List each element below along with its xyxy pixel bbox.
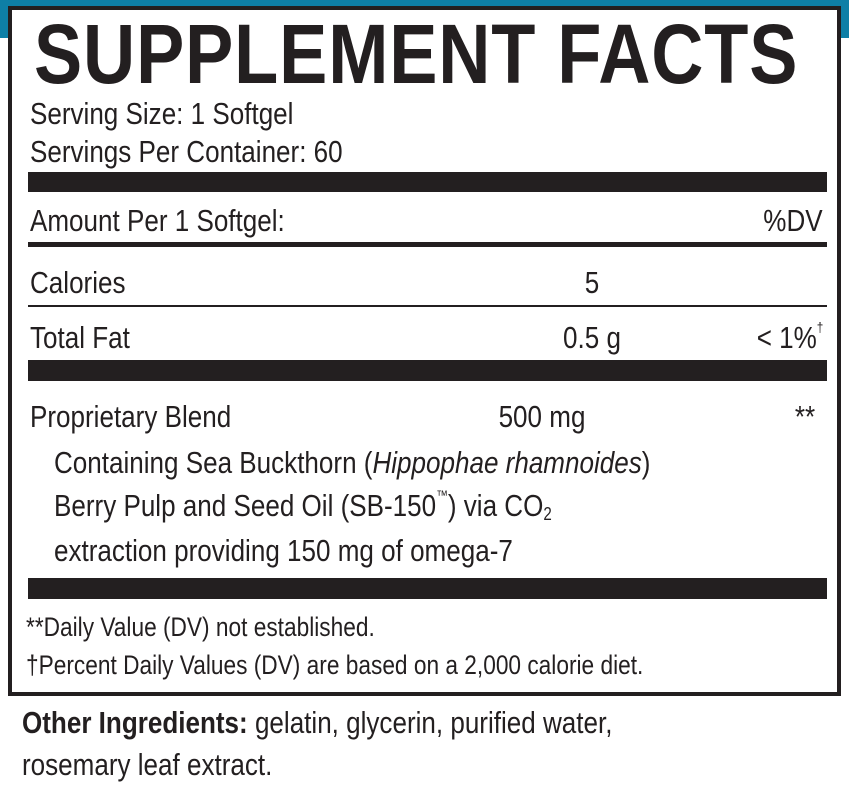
footnote-dv-not-established: **Daily Value (DV) not established. (26, 612, 375, 642)
blend-line-3: extraction providing 150 mg of omega-7 (54, 533, 513, 568)
other-ingredients-line-1: Other Ingredients: gelatin, glycerin, pu… (22, 705, 612, 741)
total-fat-dv-value: < 1% (756, 320, 817, 355)
divider-thick (28, 360, 827, 381)
total-fat-dv: < 1%† (756, 320, 823, 356)
divider-thin (28, 305, 827, 307)
divider-thick (28, 172, 827, 192)
co2-subscript: 2 (543, 504, 552, 524)
divider-medium (28, 242, 827, 247)
blend-line-2-mid: ) via CO (447, 488, 544, 523)
other-ingredients-line-2: rosemary leaf extract. (22, 747, 273, 782)
calories-amount: 5 (584, 265, 600, 300)
amount-per-label: Amount Per 1 Softgel: (30, 203, 285, 238)
calories-label: Calories (30, 265, 126, 300)
blend-line-1-text: Containing Sea Buckthorn ( (54, 445, 373, 480)
botanical-name: Hippophae rhamnoides (372, 445, 642, 480)
blend-line-2-text: Berry Pulp and Seed Oil (SB-150 (54, 488, 437, 523)
total-fat-label: Total Fat (30, 320, 130, 355)
divider-thick (28, 578, 827, 599)
blend-dv: ** (794, 399, 815, 434)
dv-label: %DV (763, 203, 823, 238)
supplement-facts-panel: SUPPLEMENT FACTS Serving Size: 1 Softgel… (8, 6, 841, 696)
servings-per-container: Servings Per Container: 60 (30, 134, 343, 169)
dagger-mark: † (816, 319, 823, 335)
other-ingredients-label: Other Ingredients: (22, 705, 248, 740)
total-fat-amount: 0.5 g (563, 320, 621, 355)
blend-amount: 500 mg (498, 399, 586, 434)
blend-line-2: Berry Pulp and Seed Oil (SB-150™) via CO… (54, 488, 552, 524)
blend-name: Proprietary Blend (30, 399, 232, 434)
blend-line-1-close: ) (641, 445, 651, 480)
panel-title: SUPPLEMENT FACTS (34, 7, 799, 101)
footnote-percent-dv: †Percent Daily Values (DV) are based on … (26, 650, 644, 680)
serving-size: Serving Size: 1 Softgel (30, 96, 294, 131)
blend-line-1: Containing Sea Buckthorn (Hippophae rham… (54, 445, 650, 481)
trademark-mark: ™ (436, 487, 448, 503)
other-ingredients-text: gelatin, glycerin, purified water, (247, 705, 613, 740)
